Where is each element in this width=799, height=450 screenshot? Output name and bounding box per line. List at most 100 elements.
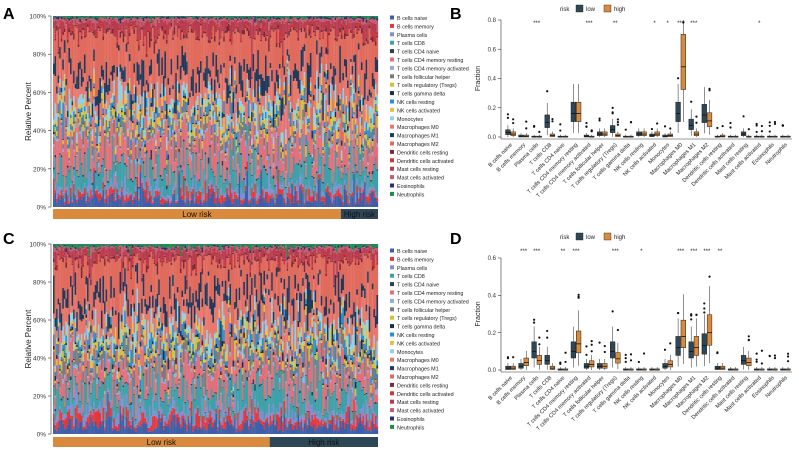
bar-segment xyxy=(56,138,58,142)
bar-segment xyxy=(266,19,269,34)
bar-segment xyxy=(289,102,292,111)
bar-segment xyxy=(223,113,225,118)
bar-segment xyxy=(77,198,80,207)
bar-segment xyxy=(100,76,103,82)
bar-segment xyxy=(162,119,165,125)
bar-segment xyxy=(260,27,263,39)
bar-segment xyxy=(364,175,366,182)
bar-segment xyxy=(145,107,148,110)
bar-segment xyxy=(319,154,321,167)
bar-segment xyxy=(232,121,235,126)
bar-segment xyxy=(97,126,100,137)
bar-segment xyxy=(192,135,194,142)
bar-segment xyxy=(367,17,369,20)
bar-segment xyxy=(368,19,371,20)
bar-segment xyxy=(261,165,264,187)
bar-segment xyxy=(328,191,331,196)
bar-segment xyxy=(139,164,142,173)
bar-segment xyxy=(133,159,136,195)
bar-segment xyxy=(91,18,94,19)
bar-segment xyxy=(105,17,108,19)
bar-segment xyxy=(241,27,244,30)
bar-segment xyxy=(201,97,204,105)
bar-segment xyxy=(368,25,371,29)
bar-segment xyxy=(212,105,215,111)
bar-segment xyxy=(313,176,315,179)
bar-segment xyxy=(144,156,147,176)
bar-segment xyxy=(334,108,337,112)
outlier-point xyxy=(755,130,758,134)
bar-segment xyxy=(173,162,176,163)
bar-segment xyxy=(260,21,263,23)
bar-segment xyxy=(314,84,317,89)
bar-segment xyxy=(206,99,208,105)
bar-segment xyxy=(337,16,340,18)
bar-segment xyxy=(260,95,263,117)
bar-segment xyxy=(90,91,92,103)
bar-segment xyxy=(70,117,72,124)
bar-segment xyxy=(299,137,301,146)
bar-segment xyxy=(271,189,273,194)
bar-segment xyxy=(209,18,212,21)
bar-segment xyxy=(362,97,365,106)
bar-segment xyxy=(113,200,116,207)
bar-segment xyxy=(209,147,212,181)
bar-segment xyxy=(278,21,281,32)
bar-segment xyxy=(184,16,187,17)
bar-segment xyxy=(201,148,204,161)
bar-segment xyxy=(119,126,122,147)
bar-segment xyxy=(82,196,85,207)
bar-segment xyxy=(333,111,335,116)
bar-segment xyxy=(77,177,80,188)
bar-segment xyxy=(107,182,109,189)
bar-segment xyxy=(289,193,292,204)
bar-segment xyxy=(306,118,309,125)
bar-segment xyxy=(153,24,156,40)
bar-segment xyxy=(362,189,365,192)
bar-segment xyxy=(326,109,329,112)
bar-segment xyxy=(94,37,97,97)
bar-segment xyxy=(213,30,216,36)
bar-segment xyxy=(79,191,82,196)
bar-segment xyxy=(56,365,58,379)
bar-segment xyxy=(110,30,112,33)
bar-segment xyxy=(292,81,295,111)
bar-segment xyxy=(269,35,272,38)
bar-segment xyxy=(85,117,88,119)
bar-segment xyxy=(76,145,78,152)
bar-segment xyxy=(57,174,60,187)
bar-segment xyxy=(144,147,147,152)
bar-segment xyxy=(173,162,176,171)
bar-segment xyxy=(320,201,323,207)
bar-segment xyxy=(336,41,338,103)
bar-segment xyxy=(322,149,324,153)
bar-segment xyxy=(283,178,286,191)
bar-segment xyxy=(133,93,136,102)
bar-segment xyxy=(161,187,164,198)
bar-segment xyxy=(56,389,58,390)
bar-segment xyxy=(114,17,117,18)
bar-segment xyxy=(87,186,89,193)
bar-segment xyxy=(161,75,164,84)
bar-segment xyxy=(159,199,162,204)
bar-segment xyxy=(131,180,134,183)
bar-segment xyxy=(93,113,95,148)
bar-segment xyxy=(118,16,120,20)
bar-segment xyxy=(102,159,105,178)
bar-segment xyxy=(68,136,71,148)
bar-segment xyxy=(297,165,300,188)
bar-segment xyxy=(283,190,286,199)
bar-segment xyxy=(141,25,143,27)
bar-segment xyxy=(124,90,126,94)
bar-segment xyxy=(288,198,290,207)
bar-segment xyxy=(249,201,252,207)
bar-segment xyxy=(111,16,114,19)
bar-segment xyxy=(127,17,129,23)
bar-segment xyxy=(167,78,170,85)
bar-segment xyxy=(179,187,182,198)
bar-segment xyxy=(234,84,236,88)
bar-segment xyxy=(63,199,66,202)
bar-segment xyxy=(133,101,136,103)
bar-segment xyxy=(323,132,326,148)
bar-segment xyxy=(226,16,229,18)
